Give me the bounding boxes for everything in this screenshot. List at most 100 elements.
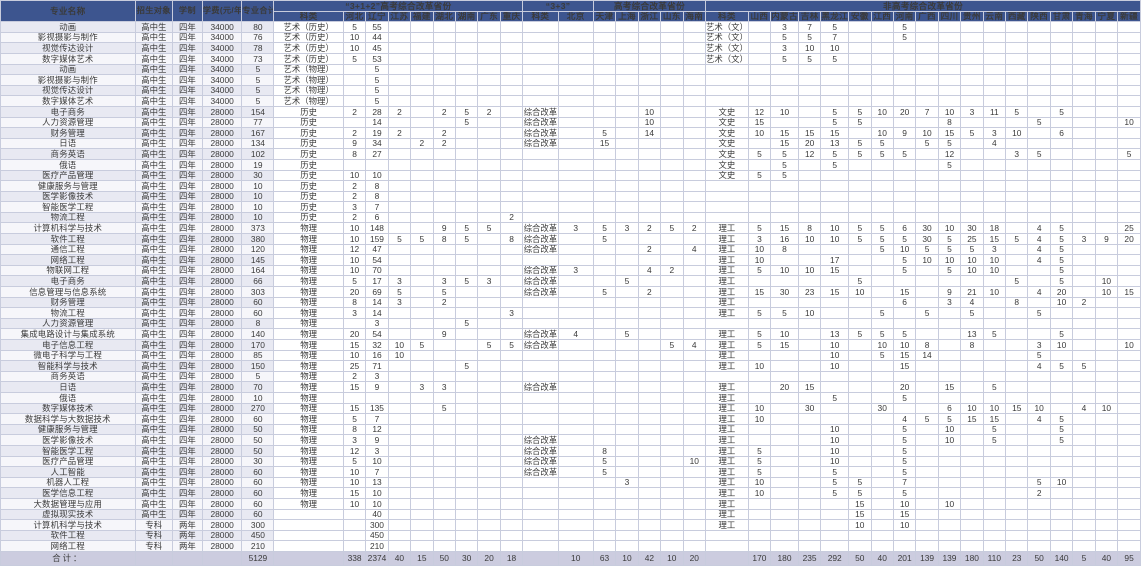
cell-major-total: 70 bbox=[241, 381, 275, 393]
cell-p33b-4 bbox=[682, 148, 706, 160]
cell-total-pnon-8: 139 bbox=[937, 550, 962, 566]
cell-category-nonreform: 理工 bbox=[704, 444, 749, 457]
cell-pnon-4 bbox=[848, 402, 872, 415]
cell-pnon-6: 20 bbox=[892, 105, 917, 118]
cell-p33b-3 bbox=[660, 296, 684, 309]
cell-pnon-3: 10 bbox=[820, 444, 850, 457]
cell-p33b-1: 5 bbox=[615, 328, 639, 340]
cell-p312-1: 16 bbox=[365, 349, 389, 362]
cell-pnon-9: 21 bbox=[960, 286, 984, 298]
cell-pnon-12: 3 bbox=[1027, 339, 1051, 351]
cell-pnon-16 bbox=[1117, 540, 1141, 552]
cell-major-total: 167 bbox=[241, 127, 275, 139]
cell-tuition: 28000 bbox=[201, 434, 243, 446]
cell-pnon-6 bbox=[892, 180, 917, 192]
cell-category-33 bbox=[522, 84, 559, 97]
cell-pnon-13: 6 bbox=[1049, 127, 1074, 139]
cell-p33b-2 bbox=[637, 21, 662, 33]
cell-category-nonreform: 文史 bbox=[704, 105, 749, 118]
cell-pnon-2 bbox=[797, 169, 822, 182]
cell-pnon-14 bbox=[1072, 413, 1096, 425]
cell-pnon-2: 15 bbox=[797, 127, 822, 139]
cell-major-name: 日语 bbox=[0, 381, 136, 393]
cell-p312-3 bbox=[410, 487, 434, 499]
cell-pnon-11 bbox=[1005, 254, 1029, 266]
cell-category-312: 艺术（历史） bbox=[273, 52, 344, 65]
cell-major-total: 60 bbox=[241, 466, 275, 478]
cell-recruit-target: 高中生 bbox=[134, 201, 173, 213]
cell-pnon-3: 7 bbox=[820, 31, 850, 44]
cell-p312-0: 3 bbox=[342, 201, 367, 213]
cell-pnon-13 bbox=[1049, 497, 1074, 510]
cell-pnon-10 bbox=[982, 95, 1007, 107]
cell-p33b-3 bbox=[660, 444, 684, 457]
cell-pnon-10 bbox=[982, 116, 1007, 129]
cell-pnon-6 bbox=[892, 190, 917, 203]
cell-pnon-16 bbox=[1117, 391, 1141, 404]
cell-category-33: 综合改革 bbox=[522, 127, 559, 139]
cell-pnon-3: 5 bbox=[820, 158, 850, 171]
cell-pnon-9 bbox=[960, 497, 984, 510]
cell-pnon-10: 3 bbox=[982, 243, 1007, 256]
cell-pnon-15 bbox=[1094, 169, 1119, 182]
table-row: 医疗产品管理 高中生 四年 28000 30 历史 10 10 文史 5 5 bbox=[0, 169, 1141, 182]
cell-p312-6 bbox=[477, 434, 501, 446]
cell-school-system: 四年 bbox=[171, 127, 203, 139]
cell-p33b-2 bbox=[637, 74, 662, 86]
cell-pnon-12 bbox=[1027, 95, 1051, 107]
cell-p312-6 bbox=[477, 360, 501, 372]
cell-category-nonreform bbox=[704, 190, 749, 203]
cell-pnon-6: 15 bbox=[892, 286, 917, 298]
cell-p33b-1 bbox=[615, 264, 639, 277]
cell-p312-1: 3 bbox=[365, 444, 389, 457]
cell-tuition: 28000 bbox=[201, 243, 243, 256]
cell-pnon-4: 5 bbox=[848, 476, 872, 489]
cell-p312-0 bbox=[342, 540, 367, 552]
cell-pnon-6 bbox=[892, 201, 917, 213]
cell-pnon-14 bbox=[1072, 21, 1096, 33]
cell-p33b-0 bbox=[592, 211, 617, 224]
cell-pnon-1 bbox=[770, 476, 799, 489]
cell-p33b-3 bbox=[660, 201, 684, 213]
cell-p33b-4 bbox=[682, 466, 706, 478]
cell-category-nonreform bbox=[704, 74, 749, 86]
cell-pnon-12 bbox=[1027, 455, 1051, 468]
cell-p312-2 bbox=[387, 158, 412, 171]
cell-pnon-5 bbox=[870, 497, 894, 510]
cell-category-nonreform: 理工 bbox=[704, 360, 749, 372]
cell-pnon-2 bbox=[797, 328, 822, 340]
cell-major-name: 电子信息工程 bbox=[0, 339, 136, 351]
cell-category-nonreform bbox=[704, 370, 749, 383]
cell-p33a-0 bbox=[557, 476, 594, 489]
cell-school-system: 两年 bbox=[171, 529, 203, 542]
cell-school-system: 四年 bbox=[171, 84, 203, 97]
cell-category-nonreform: 理工 bbox=[704, 307, 749, 319]
cell-pnon-8: 5 bbox=[937, 413, 962, 425]
cell-pnon-6: 5 bbox=[892, 21, 917, 33]
cell-pnon-13: 5 bbox=[1049, 275, 1074, 288]
cell-p312-0: 5 bbox=[342, 52, 367, 65]
cell-p33b-3 bbox=[660, 391, 684, 404]
cell-pnon-10 bbox=[982, 519, 1007, 531]
cell-pnon-5 bbox=[870, 201, 894, 213]
cell-p312-3 bbox=[410, 540, 434, 552]
cell-p312-4 bbox=[432, 307, 456, 319]
table-row: 影视摄影与制作 高中生 四年 34000 5 艺术（物理） 5 bbox=[0, 74, 1141, 86]
cell-category-312: 历史 bbox=[273, 105, 344, 118]
cell-school-system: 四年 bbox=[171, 264, 203, 277]
cell-major-name: 智能医学工程 bbox=[0, 201, 136, 213]
cell-p33a-0 bbox=[557, 349, 594, 362]
cell-pnon-3 bbox=[820, 211, 850, 224]
cell-pnon-3 bbox=[820, 243, 850, 256]
cell-p33b-0: 5 bbox=[592, 222, 617, 235]
cell-pnon-13 bbox=[1049, 42, 1074, 54]
cell-pnon-10 bbox=[982, 349, 1007, 362]
cell-p33b-0 bbox=[592, 264, 617, 277]
cell-pnon-9 bbox=[960, 63, 984, 76]
cell-pnon-5 bbox=[870, 190, 894, 203]
cell-pnon-12 bbox=[1027, 31, 1051, 44]
cell-p312-0: 2 bbox=[342, 105, 367, 118]
cell-pnon-2 bbox=[797, 487, 822, 499]
cell-p33b-3 bbox=[660, 413, 684, 425]
cell-p33b-0 bbox=[592, 254, 617, 266]
